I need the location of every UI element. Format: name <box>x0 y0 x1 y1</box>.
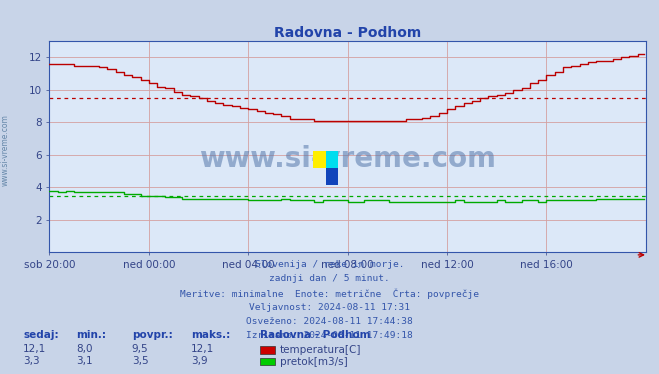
Text: sedaj:: sedaj: <box>23 331 59 340</box>
Bar <box>313 151 326 168</box>
Text: 3,3: 3,3 <box>23 356 40 365</box>
Text: 3,1: 3,1 <box>76 356 92 365</box>
Text: 3,5: 3,5 <box>132 356 148 365</box>
Text: www.si-vreme.com: www.si-vreme.com <box>1 114 10 186</box>
Text: zadnji dan / 5 minut.: zadnji dan / 5 minut. <box>269 274 390 283</box>
Text: maks.:: maks.: <box>191 331 231 340</box>
Text: www.si-vreme.com: www.si-vreme.com <box>199 145 496 174</box>
Text: Meritve: minimalne  Enote: metrične  Črta: povprečje: Meritve: minimalne Enote: metrične Črta:… <box>180 288 479 299</box>
Text: 8,0: 8,0 <box>76 344 92 354</box>
Bar <box>326 168 338 185</box>
Text: 9,5: 9,5 <box>132 344 148 354</box>
Text: 3,9: 3,9 <box>191 356 208 365</box>
Text: 12,1: 12,1 <box>23 344 46 354</box>
Text: pretok[m3/s]: pretok[m3/s] <box>280 357 348 367</box>
Text: temperatura[C]: temperatura[C] <box>280 346 362 355</box>
Text: povpr.:: povpr.: <box>132 331 173 340</box>
Text: Izrisano: 2024-08-11 17:49:18: Izrisano: 2024-08-11 17:49:18 <box>246 331 413 340</box>
Text: Osveženo: 2024-08-11 17:44:38: Osveženo: 2024-08-11 17:44:38 <box>246 317 413 326</box>
Text: Radovna - Podhom: Radovna - Podhom <box>260 331 371 340</box>
Text: Slovenija / reke in morje.: Slovenija / reke in morje. <box>255 260 404 269</box>
Title: Radovna - Podhom: Radovna - Podhom <box>274 26 421 40</box>
Text: 12,1: 12,1 <box>191 344 214 354</box>
Text: min.:: min.: <box>76 331 106 340</box>
Bar <box>326 151 338 168</box>
Text: Veljavnost: 2024-08-11 17:31: Veljavnost: 2024-08-11 17:31 <box>249 303 410 312</box>
